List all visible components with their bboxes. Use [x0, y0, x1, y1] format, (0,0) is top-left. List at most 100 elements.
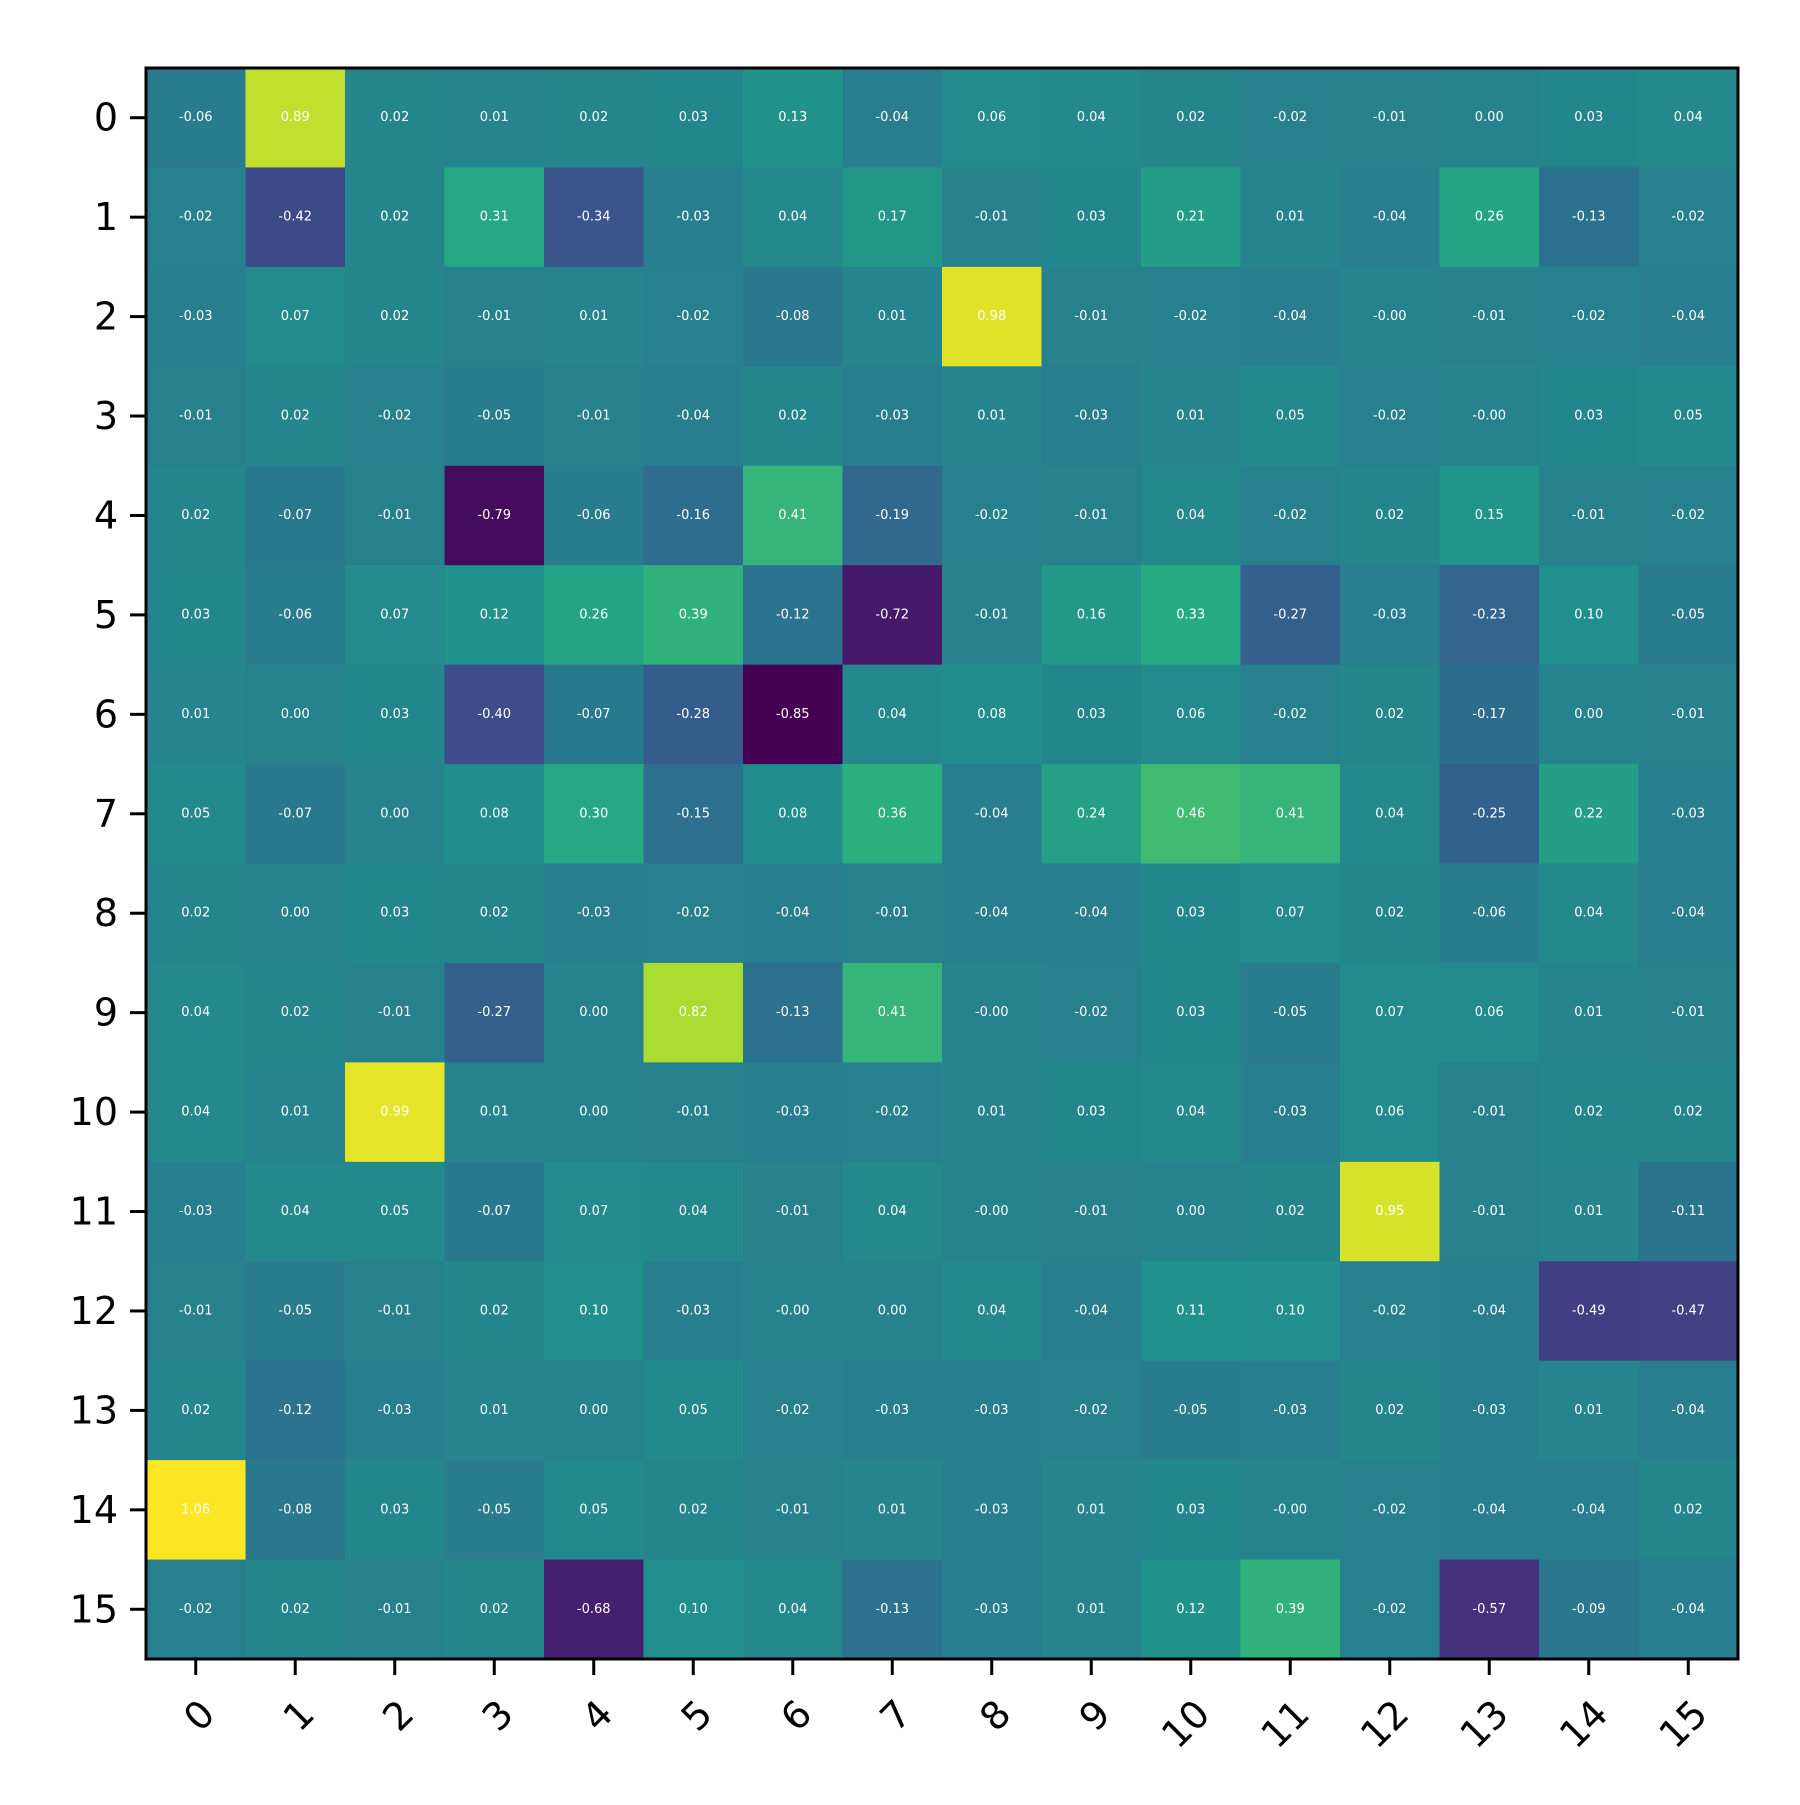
heatmap-cell-r14-c12: [1340, 1460, 1441, 1561]
cell-value-label: -0.01: [1074, 309, 1108, 324]
x-tick-label: 6: [772, 1691, 820, 1739]
heatmap-cell-r5-c13: [1439, 565, 1540, 666]
heatmap-cell-r7-c15: [1638, 764, 1739, 865]
cell-value-label: -0.01: [975, 607, 1009, 622]
heatmap-cell-r15-c0: [146, 1559, 247, 1660]
y-tick-label: 15: [70, 1587, 118, 1631]
heatmap-cell-r2-c0: [146, 266, 247, 367]
cell-value-label: 0.05: [1276, 409, 1305, 424]
heatmap-cell-r4-c15: [1638, 465, 1739, 566]
heatmap-cell-r5-c9: [1041, 565, 1142, 666]
heatmap-cell-r1-c9: [1041, 167, 1142, 268]
cell-value-label: -0.05: [1671, 607, 1705, 622]
cell-value-label: 0.01: [1574, 1204, 1603, 1219]
cell-value-label: 0.04: [1674, 110, 1703, 125]
heatmap-cell-r11-c1: [245, 1161, 346, 1262]
y-tick-label: 5: [94, 593, 118, 637]
heatmap-cell-r4-c4: [544, 465, 645, 566]
heatmap-cell-r11-c14: [1539, 1161, 1640, 1262]
cell-value-label: 0.01: [480, 1403, 509, 1418]
heatmap-cell-r8-c12: [1340, 863, 1441, 964]
heatmap-cell-r6-c7: [842, 664, 943, 765]
heatmap-cell-r10-c4: [544, 1062, 645, 1163]
cell-value-label: 0.11: [1176, 1303, 1205, 1318]
heatmap-cell-r11-c5: [643, 1161, 744, 1262]
cell-value-label: -0.03: [1273, 1403, 1307, 1418]
cell-value-label: -0.07: [477, 1204, 511, 1219]
y-tick-label: 7: [94, 792, 118, 836]
heatmap-cell-r11-c12: [1340, 1161, 1441, 1262]
cell-value-label: -0.12: [278, 1403, 312, 1418]
heatmap-cell-r3-c9: [1041, 366, 1142, 467]
heatmap-cell-r10-c1: [245, 1062, 346, 1163]
heatmap-cell-r3-c8: [942, 366, 1043, 467]
heatmap-cell-r4-c2: [345, 465, 446, 566]
cell-value-label: -0.02: [676, 906, 710, 921]
cell-value-label: 0.41: [778, 508, 807, 523]
cell-value-label: 0.39: [1276, 1602, 1305, 1617]
cell-value-label: -0.03: [975, 1602, 1009, 1617]
cell-value-label: 0.02: [380, 110, 409, 125]
heatmap-cell-r5-c14: [1539, 565, 1640, 666]
heatmap-cell-r9-c1: [245, 962, 346, 1063]
heatmap-cell-r8-c5: [643, 863, 744, 964]
cell-value-label: -0.03: [378, 1403, 412, 1418]
cell-value-label: 0.02: [480, 1602, 509, 1617]
heatmap-cell-r4-c1: [245, 465, 346, 566]
cell-value-label: -0.01: [1572, 508, 1606, 523]
cell-value-label: -0.01: [1074, 508, 1108, 523]
heatmap-cell-r14-c14: [1539, 1460, 1640, 1561]
heatmap-cell-r10-c12: [1340, 1062, 1441, 1163]
cell-value-label: -0.13: [1572, 210, 1606, 225]
heatmap-cell-r6-c1: [245, 664, 346, 765]
heatmap-cell-r6-c12: [1340, 664, 1441, 765]
x-tick-label: 15: [1650, 1691, 1715, 1756]
cell-value-label: 0.02: [480, 906, 509, 921]
heatmap-cell-r0-c2: [345, 68, 446, 169]
cell-value-label: 0.04: [878, 1204, 907, 1219]
heatmap-cell-r6-c11: [1240, 664, 1341, 765]
cell-value-label: 0.00: [878, 1303, 907, 1318]
heatmap-cell-r0-c14: [1539, 68, 1640, 169]
heatmap-cell-r13-c1: [245, 1360, 346, 1461]
heatmap-cell-r6-c10: [1141, 664, 1242, 765]
cell-value-label: -0.01: [378, 1602, 412, 1617]
heatmap-cell-r10-c0: [146, 1062, 247, 1163]
heatmap-cell-r15-c6: [743, 1559, 844, 1660]
heatmap-cell-r12-c6: [743, 1261, 844, 1362]
cell-value-label: -0.02: [1074, 1403, 1108, 1418]
heatmap-cell-r3-c11: [1240, 366, 1341, 467]
cell-value-label: -0.79: [477, 508, 511, 523]
heatmap-cell-r7-c2: [345, 764, 446, 865]
heatmap-cell-r12-c10: [1141, 1261, 1242, 1362]
heatmap-cell-r5-c5: [643, 565, 744, 666]
cell-value-label: 0.04: [1375, 806, 1404, 821]
cell-value-label: -0.01: [875, 906, 909, 921]
cell-value-label: 0.01: [1574, 1403, 1603, 1418]
cell-value-label: 0.01: [1077, 1502, 1106, 1517]
cell-value-label: -0.01: [179, 409, 213, 424]
cell-value-label: -0.04: [776, 906, 810, 921]
heatmap-cell-r0-c0: [146, 68, 247, 169]
heatmap-cell-r1-c2: [345, 167, 446, 268]
cell-value-label: -0.15: [676, 806, 710, 821]
heatmap-cell-r9-c9: [1041, 962, 1142, 1063]
cell-value-label: -0.01: [378, 1005, 412, 1020]
cell-value-label: 0.02: [181, 508, 210, 523]
cell-value-label: -0.04: [1572, 1502, 1606, 1517]
cell-value-label: -0.02: [1273, 110, 1307, 125]
cell-value-label: -0.02: [1671, 210, 1705, 225]
cell-value-label: -0.06: [1472, 906, 1506, 921]
heatmap-cell-r9-c6: [743, 962, 844, 1063]
plot-frame: [144, 66, 1740, 1661]
heatmap-cell-r13-c14: [1539, 1360, 1640, 1461]
cell-value-label: 0.02: [1375, 707, 1404, 722]
cell-value-label: -0.34: [577, 210, 611, 225]
heatmap-cell-r15-c7: [842, 1559, 943, 1660]
cell-value-label: 0.00: [380, 806, 409, 821]
heatmap-cell-r14-c15: [1638, 1460, 1739, 1561]
heatmap-cell-r3-c4: [544, 366, 645, 467]
heatmap-cell-r8-c2: [345, 863, 446, 964]
cell-value-label: 0.12: [1176, 1602, 1205, 1617]
heatmap-cell-r7-c13: [1439, 764, 1540, 865]
